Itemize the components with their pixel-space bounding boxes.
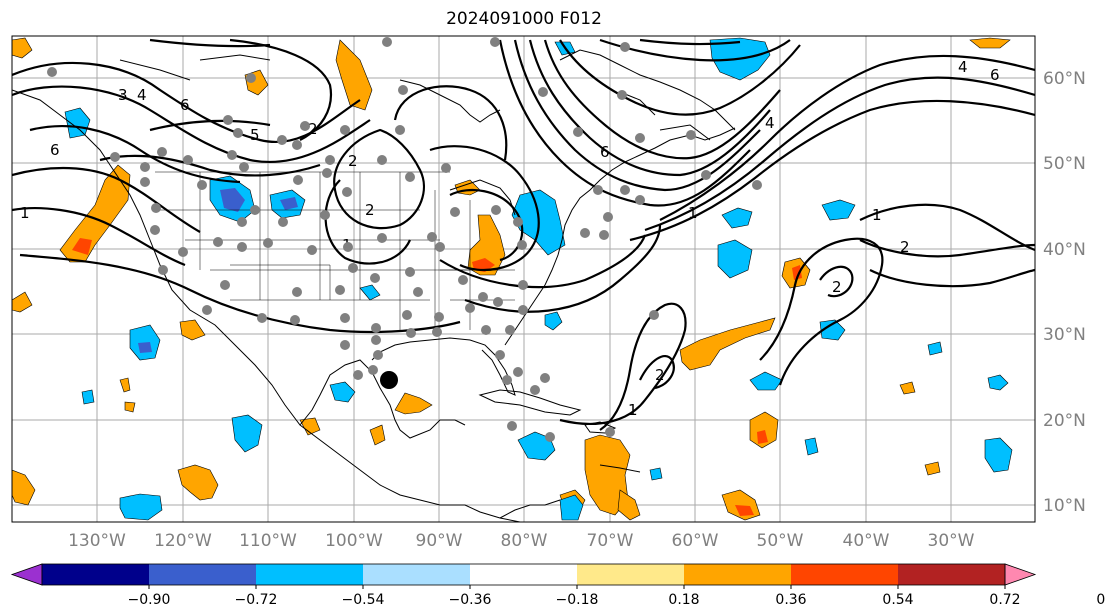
colorbar-segment: [898, 564, 1005, 585]
strong-negative-shading: [138, 188, 298, 353]
contour-label: 1: [872, 206, 882, 224]
contour-label: 4: [765, 114, 775, 132]
contour-label: 2: [832, 278, 842, 296]
contour-label: 6: [180, 96, 190, 114]
latitude-label: 50°N: [1043, 154, 1086, 174]
colorbar-tick-label: −0.18: [556, 592, 599, 608]
contour-label: 2: [348, 152, 358, 170]
colorbar-segment: [791, 564, 898, 585]
contour-label: 6: [600, 143, 610, 161]
longitude-axis: 130°W 120°W 110°W 100°W 90°W 80°W 70°W 6…: [68, 531, 975, 551]
latitude-axis: 60°N 50°N 40°N 30°N 20°N 10°N: [1043, 69, 1086, 516]
contour-label: 2: [900, 238, 910, 256]
latitude-label: 20°N: [1043, 411, 1086, 431]
longitude-label: 30°W: [928, 531, 975, 551]
colorbar-segment: [577, 564, 684, 585]
coastlines: [12, 49, 736, 522]
colorbar-tick-label: 0.72: [989, 592, 1020, 608]
longitude-label: 40°W: [843, 531, 890, 551]
longitude-label: 70°W: [587, 531, 634, 551]
contour-label: 2: [365, 201, 375, 219]
state-borders: [155, 171, 515, 330]
latitude-label: 40°N: [1043, 240, 1086, 260]
colorbar: −0.90 −0.72 −0.54 −0.36 −0.18 0.18 0.36 0.54 0.7…: [10, 563, 1105, 608]
station-markers: [47, 37, 762, 442]
contour-label: 6: [990, 66, 1000, 84]
contour-label: 5: [250, 126, 260, 144]
longitude-label: 50°W: [757, 531, 804, 551]
colorbar-tick-label: −0.72: [235, 592, 278, 608]
contour-label: 1: [688, 204, 698, 222]
colorbar-tick-label: 0.54: [882, 592, 913, 608]
contour-label: 4: [958, 58, 968, 76]
longitude-label: 90°W: [416, 531, 463, 551]
colorbar-frame: [41, 563, 1006, 586]
colorbar-segment: [684, 564, 791, 585]
contour-label: 1: [628, 401, 638, 419]
latitude-label: 30°N: [1043, 325, 1086, 345]
longitude-label: 100°W: [325, 531, 383, 551]
longitude-label: 60°W: [672, 531, 719, 551]
colorbar-segment: [256, 564, 363, 585]
colorbar-tick-label: 0.18: [668, 592, 699, 608]
contour-labels: 3 4 6 5 2 2 2 1 1 6 6 4 1 2 1 1 2 2 6 4: [20, 58, 1000, 419]
strong-positive-shading: [72, 238, 802, 516]
longitude-label: 120°W: [154, 531, 212, 551]
colorbar-extend-low: [10, 563, 43, 586]
colorbar-tick-label: −0.90: [128, 592, 171, 608]
contour-label: 3: [118, 86, 128, 104]
colorbar-segment: [363, 564, 470, 585]
contour-label: 6: [50, 141, 60, 159]
colorbar-tick-label: −0.36: [449, 592, 492, 608]
colorbar-segment: [42, 564, 149, 585]
colorbar-tick-label: −0.54: [342, 592, 385, 608]
longitude-label: 130°W: [68, 531, 126, 551]
longitude-label: 110°W: [239, 531, 297, 551]
colorbar-tick-label: 0.36: [775, 592, 806, 608]
colorbar-extend-high: [1004, 563, 1037, 586]
colorbar-segment: [470, 564, 577, 585]
contour-label: 1: [20, 204, 30, 222]
map-title: 2024091000 F012: [446, 9, 602, 29]
contour-label: 2: [308, 120, 318, 138]
colorbar-segment: [149, 564, 256, 585]
latitude-label: 60°N: [1043, 69, 1086, 89]
contour-label: 2: [655, 366, 665, 384]
map-frame: [11, 35, 1036, 523]
longitude-label: 80°W: [501, 531, 548, 551]
latitude-label: 10°N: [1043, 496, 1086, 516]
contour-lines: [12, 38, 1035, 431]
colorbar-tick-label: 0.90: [1096, 592, 1105, 608]
storm-center-marker: [380, 371, 398, 389]
contour-label: 4: [137, 86, 147, 104]
